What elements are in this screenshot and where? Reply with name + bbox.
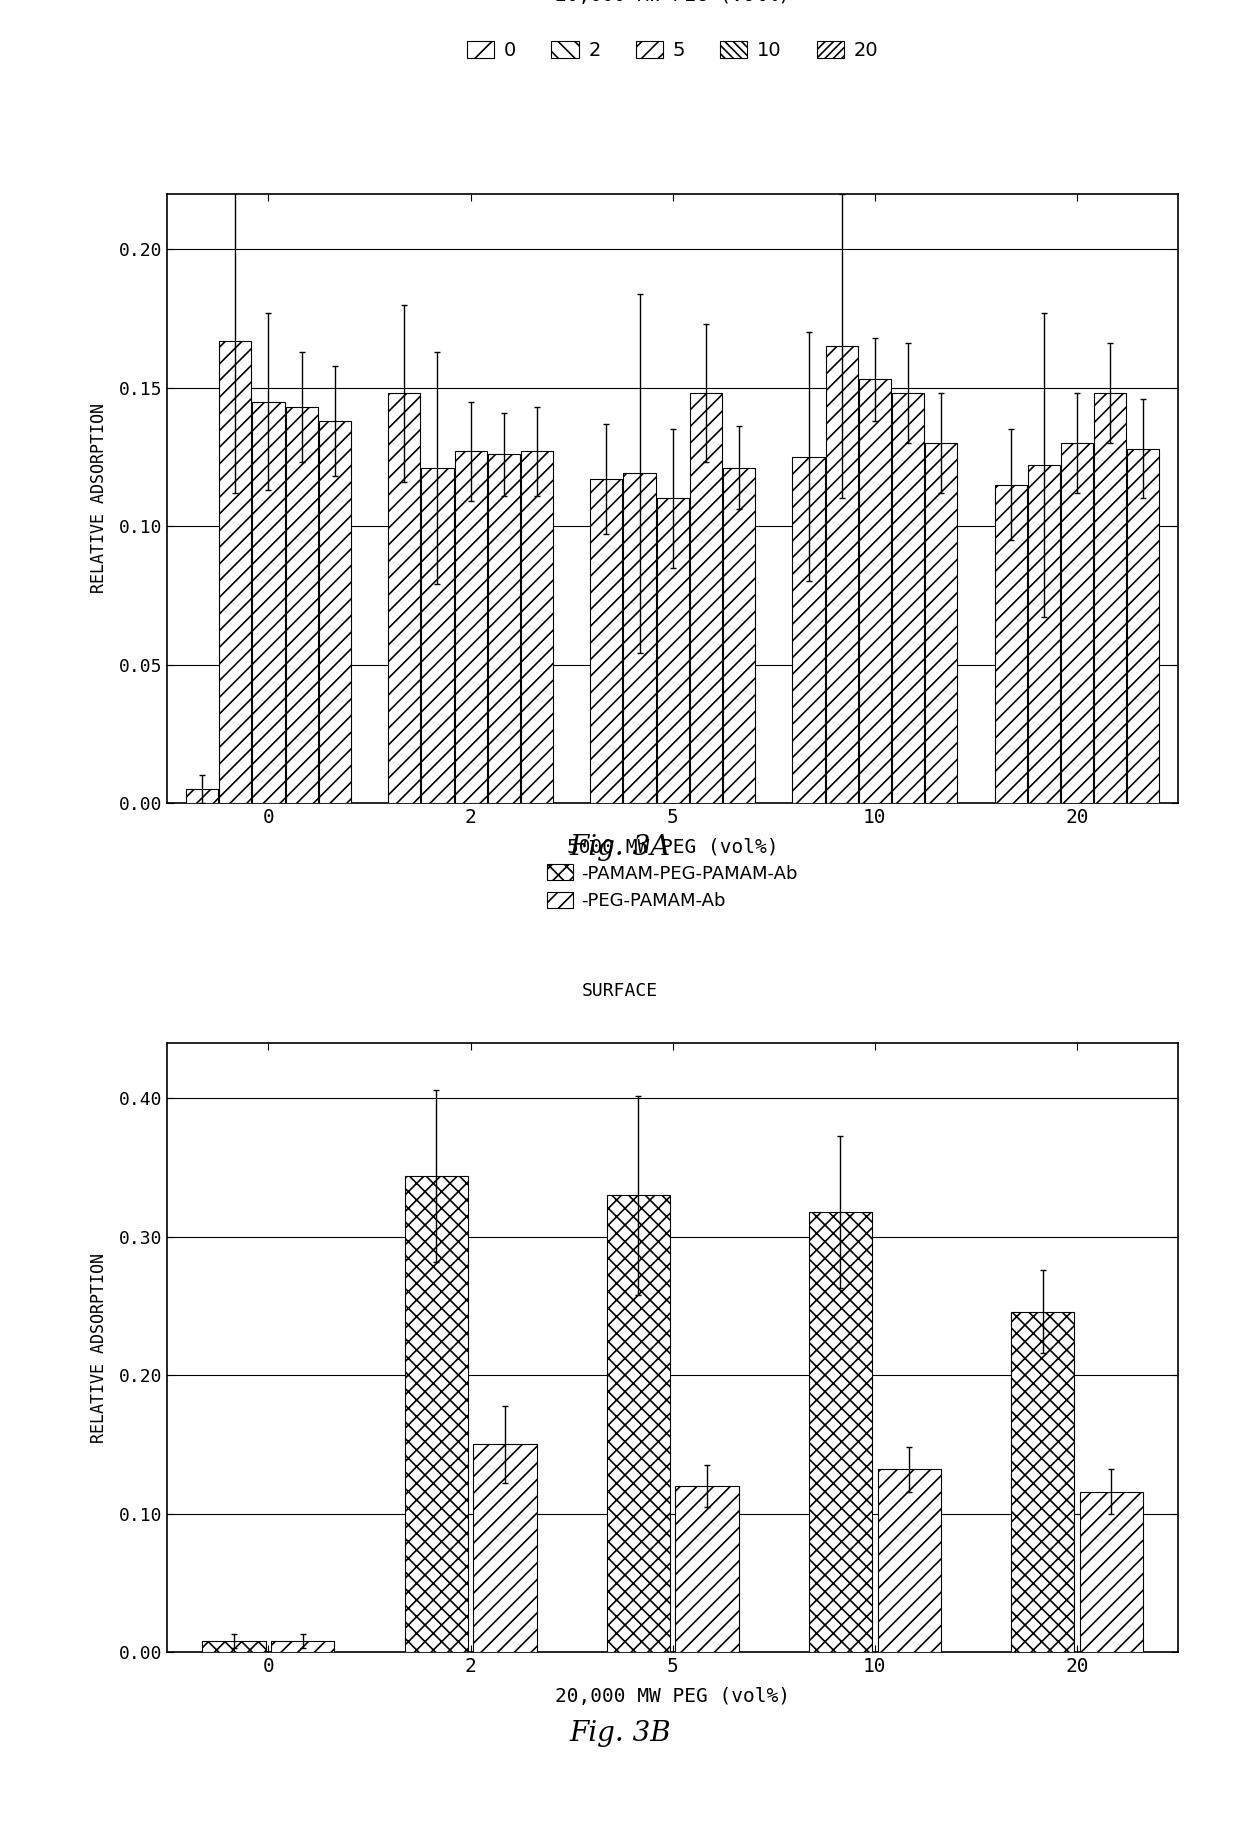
Bar (455, 452, 486, 803)
Text: 20,000 MW PEG (vol%): 20,000 MW PEG (vol%) (556, 0, 790, 6)
Bar (859, 380, 890, 803)
Bar (590, 478, 622, 803)
Y-axis label: RELATIVE ADSORPTION: RELATIVE ADSORPTION (91, 404, 108, 593)
Bar (1127, 449, 1159, 803)
Bar (994, 484, 1027, 803)
Legend: -PAMAM-PEG-PAMAM-Ab, -PEG-PAMAM-Ab: -PAMAM-PEG-PAMAM-Ab, -PEG-PAMAM-Ab (541, 857, 805, 917)
Bar (202, 1641, 265, 1652)
Bar (285, 408, 317, 803)
Bar (723, 469, 755, 803)
Bar (253, 402, 284, 803)
Bar (624, 474, 656, 803)
Bar (676, 1486, 739, 1652)
Bar (186, 790, 218, 803)
Bar (487, 454, 520, 803)
X-axis label: 5000 MW PEG (vol%): 5000 MW PEG (vol%) (567, 838, 779, 857)
X-axis label: 20,000 MW PEG (vol%): 20,000 MW PEG (vol%) (556, 1687, 790, 1706)
Text: Fig. 3A: Fig. 3A (569, 834, 671, 862)
Text: SURFACE: SURFACE (582, 982, 658, 1001)
Bar (319, 421, 351, 803)
Bar (272, 1641, 335, 1652)
Bar (219, 340, 252, 803)
Bar (474, 1444, 537, 1652)
Bar (657, 498, 688, 803)
Bar (404, 1176, 467, 1652)
Bar (1080, 1492, 1143, 1652)
Bar (1011, 1311, 1074, 1652)
Bar (892, 393, 924, 803)
Bar (925, 443, 957, 803)
Bar (388, 393, 420, 803)
Legend: 0, 2, 5, 10, 20: 0, 2, 5, 10, 20 (459, 33, 887, 68)
Bar (878, 1469, 941, 1652)
Bar (826, 347, 858, 803)
Bar (606, 1196, 670, 1652)
Text: Fig. 3B: Fig. 3B (569, 1720, 671, 1748)
Bar (792, 458, 825, 803)
Bar (521, 452, 553, 803)
Bar (808, 1211, 872, 1652)
Bar (422, 469, 454, 803)
Bar (1094, 393, 1126, 803)
Y-axis label: RELATIVE ADSORPTION: RELATIVE ADSORPTION (91, 1253, 108, 1442)
Bar (689, 393, 722, 803)
Bar (1028, 465, 1060, 803)
Bar (1061, 443, 1092, 803)
